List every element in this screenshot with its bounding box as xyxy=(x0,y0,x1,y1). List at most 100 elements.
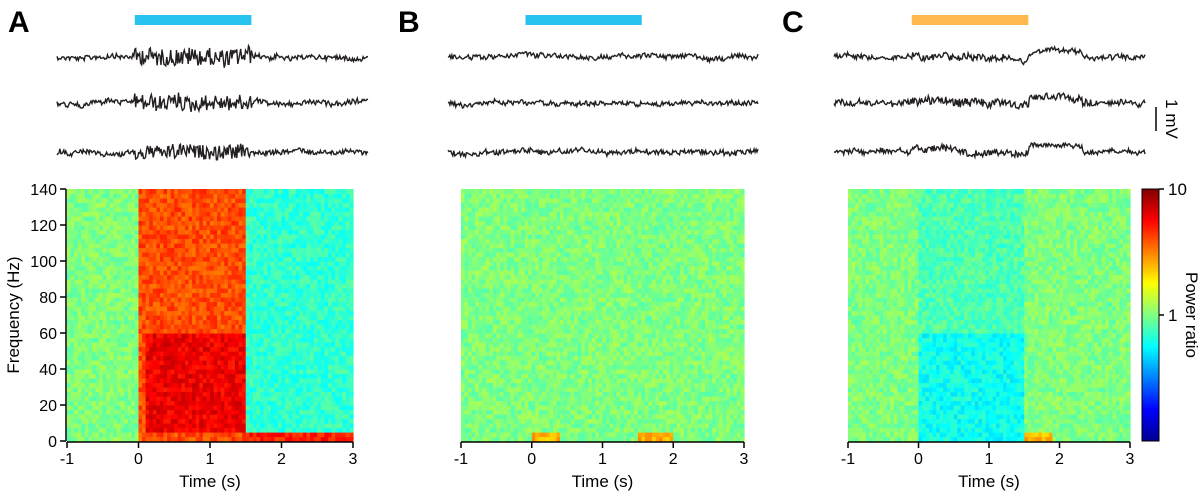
heatmap-cell xyxy=(220,369,225,375)
heatmap-cell xyxy=(292,211,297,217)
heatmap-cell xyxy=(81,252,86,258)
heatmap-cell xyxy=(310,315,315,321)
heatmap-cell xyxy=(317,373,322,379)
heatmap-cell xyxy=(267,414,272,420)
heatmap-cell xyxy=(471,364,476,370)
heatmap-cell xyxy=(210,220,215,226)
heatmap-cell xyxy=(192,310,197,316)
heatmap-cell xyxy=(199,270,204,276)
heatmap-cell xyxy=(324,283,329,289)
heatmap-cell xyxy=(345,279,351,285)
heatmap-cell xyxy=(70,337,75,343)
heatmap-cell xyxy=(235,189,240,195)
heatmap-cell xyxy=(109,301,115,307)
heatmap-cell xyxy=(138,418,143,424)
heatmap-cell xyxy=(199,378,204,384)
heatmap-cell xyxy=(81,292,86,298)
heatmap-cell xyxy=(220,288,225,294)
heatmap-cell xyxy=(106,216,111,222)
heatmap-cell xyxy=(106,423,111,429)
heatmap-cell xyxy=(263,310,268,316)
heatmap-cell xyxy=(167,373,172,379)
heatmap-cell xyxy=(210,261,215,267)
heatmap-cell xyxy=(120,247,125,253)
heatmap-cell xyxy=(277,324,283,330)
heatmap-cell xyxy=(338,337,343,343)
heatmap-cell xyxy=(249,211,254,217)
heatmap-cell xyxy=(177,288,182,294)
heatmap-cell xyxy=(134,247,140,253)
heatmap-cell xyxy=(242,423,247,429)
heatmap-cell xyxy=(270,247,275,253)
heatmap-cell xyxy=(245,220,250,226)
heatmap-cell xyxy=(167,324,172,330)
heatmap-cell xyxy=(124,382,129,388)
heatmap-cell xyxy=(324,234,329,240)
heatmap-cell xyxy=(227,409,233,415)
heatmap-cell xyxy=(327,216,333,222)
heatmap-cell xyxy=(317,423,322,429)
heatmap-cell xyxy=(184,288,190,294)
heatmap-cell xyxy=(310,427,315,433)
heatmap-cell xyxy=(320,319,325,325)
heatmap-cell xyxy=(202,234,208,240)
heatmap-cell xyxy=(174,427,179,433)
heatmap-cell xyxy=(292,243,297,249)
heatmap-cell xyxy=(238,301,243,307)
heatmap-cell xyxy=(202,310,208,316)
heatmap-cell xyxy=(170,414,175,420)
heatmap-cell xyxy=(267,396,272,402)
heatmap-cell xyxy=(342,207,347,213)
heatmap-cell xyxy=(249,243,254,249)
heatmap-cell xyxy=(142,360,147,366)
heatmap-cell xyxy=(327,274,333,280)
heatmap-cell xyxy=(92,427,97,433)
heatmap-cell xyxy=(159,225,165,231)
heatmap-cell xyxy=(260,391,265,397)
heatmap-cell xyxy=(349,288,354,294)
heatmap-cell xyxy=(277,216,283,222)
heatmap-cell xyxy=(127,270,132,276)
heatmap-cell xyxy=(145,193,150,199)
heatmap-cell xyxy=(468,193,473,199)
heatmap-cell xyxy=(485,274,490,280)
heatmap-cell xyxy=(306,373,311,379)
heatmap-cell xyxy=(217,310,222,316)
heatmap-cell xyxy=(99,378,104,384)
heatmap-cell xyxy=(464,229,469,235)
heatmap-cell xyxy=(256,427,261,433)
heatmap-cell xyxy=(109,283,115,289)
heatmap-cell xyxy=(238,400,243,406)
heatmap-cell xyxy=(81,202,86,208)
heatmap-cell xyxy=(134,279,140,285)
heatmap-cell xyxy=(70,324,75,330)
heatmap-cell xyxy=(102,301,107,307)
heatmap-cell xyxy=(134,220,140,226)
heatmap-cell xyxy=(252,319,258,325)
heatmap-cell xyxy=(478,400,483,406)
heatmap-cell xyxy=(270,211,275,217)
heatmap-cell xyxy=(238,202,243,208)
heatmap-cell xyxy=(210,243,215,249)
heatmap-cell xyxy=(475,193,480,199)
heatmap-cell xyxy=(324,310,329,316)
heatmap-cell xyxy=(249,355,254,361)
heatmap-cell xyxy=(134,288,140,294)
heatmap-cell xyxy=(238,382,243,388)
heatmap-cell xyxy=(152,364,157,370)
heatmap-cell xyxy=(81,328,86,334)
heatmap-cell xyxy=(292,229,297,235)
heatmap-cell xyxy=(349,310,354,316)
heatmap-cell xyxy=(134,315,140,321)
heatmap-cell xyxy=(174,310,179,316)
heatmap-cell xyxy=(106,337,111,343)
heatmap-cell xyxy=(461,337,466,343)
heatmap-cell xyxy=(263,265,268,271)
heatmap-cell xyxy=(238,328,243,334)
heatmap-cell xyxy=(95,333,100,339)
heatmap-cell xyxy=(70,211,75,217)
heatmap-cell xyxy=(320,265,325,271)
heatmap-cell xyxy=(70,382,75,388)
heatmap-cell xyxy=(461,409,466,415)
heatmap-cell xyxy=(260,315,265,321)
